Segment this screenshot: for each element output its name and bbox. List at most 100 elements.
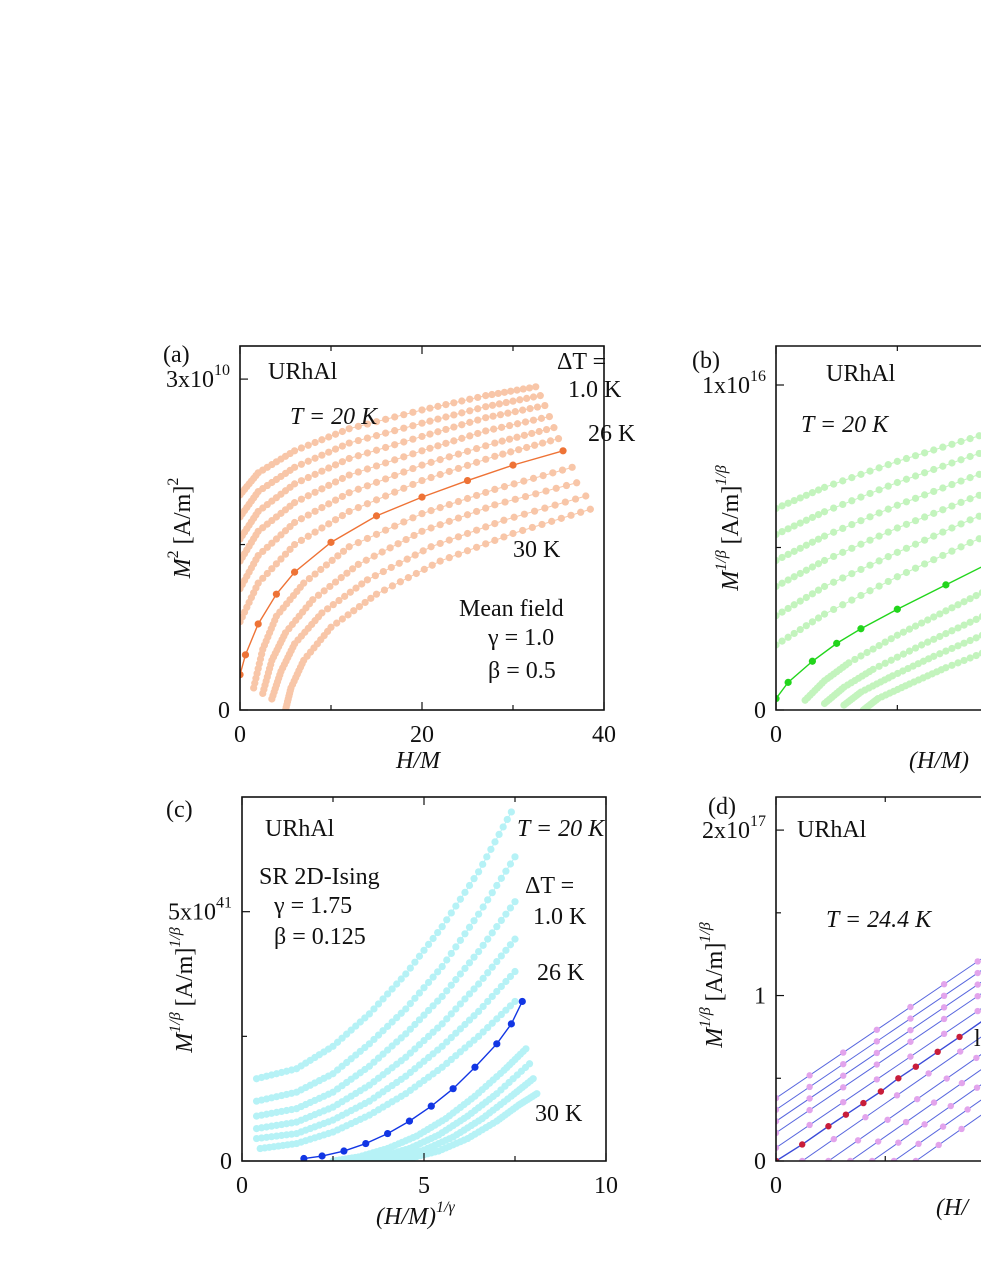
- panel-d-line-T30: [915, 1114, 981, 1161]
- panel-a-point-T22-35: [442, 425, 450, 434]
- panel-a-point-T21-31: [409, 422, 417, 430]
- panel-b-point-T25-9: [830, 605, 838, 614]
- panel-d-line-T29: [893, 1099, 981, 1161]
- panel-a-point-T27-31: [339, 547, 348, 555]
- panel-b-point-T24-5: [802, 593, 810, 602]
- panel-b-point-T22-8: [820, 532, 829, 540]
- panel-b-point-T27-26: [905, 625, 914, 633]
- panel-c-point-T20-27: [379, 995, 387, 1003]
- panel-c-point-T22-44: [456, 970, 464, 978]
- panel-a-ytick-label-1: 3x1010: [166, 362, 230, 393]
- panel-b-point-T26-5: [893, 605, 901, 613]
- panel-a-point-T20-48: [532, 383, 540, 391]
- panel-a-point-T20-47: [525, 384, 534, 392]
- panel-b-point-T21-18: [911, 472, 920, 480]
- panel-c-material: URhAl: [265, 816, 335, 842]
- panel-b-point-T28-18: [881, 659, 889, 667]
- panel-a-point-T24-23: [338, 492, 346, 501]
- panel-b-point-T24-12: [857, 565, 865, 574]
- panel-d-ytick-label-1: 1: [754, 984, 766, 1010]
- panel-d-point-T20-6: [974, 958, 981, 965]
- panel-d-point-T25-3: [893, 1092, 901, 1099]
- panel-d-point-T24.4-1: [799, 1141, 806, 1148]
- panel-c-point-T22-55: [506, 904, 515, 912]
- panel-c-point-T21-24: [365, 1040, 373, 1048]
- panel-a-point-T25-38: [473, 458, 481, 466]
- panel-a-point-T21-17: [297, 460, 306, 468]
- panel-b-point-T28-32: [966, 618, 974, 626]
- panel-a-point-T22-46: [526, 404, 534, 413]
- panel-b-point-T24-25: [975, 512, 981, 520]
- panel-b-point-T25-0: [776, 641, 780, 649]
- panel-a-point-T30-35: [396, 578, 404, 586]
- panel-a-point-T23-31: [409, 450, 417, 458]
- panel-a-point-T23-38: [466, 432, 474, 440]
- panel-b-point-T30-25: [948, 661, 956, 669]
- panel-c-xtick-label-0: 0: [236, 1173, 248, 1199]
- panel-a-point-T22-27: [372, 446, 381, 454]
- panel-a-point-T29-41: [436, 539, 444, 548]
- panel-b-point-T23-20: [930, 509, 938, 517]
- panel-a-point-T29-56: [582, 492, 590, 500]
- panel-a-point-T22-42: [496, 411, 505, 419]
- panel-c-point-T23-32: [402, 1053, 410, 1061]
- panel-c-point-T24-50: [484, 997, 492, 1006]
- panel-a-point-T21-36: [450, 411, 458, 419]
- panel-c-point-T23-45: [461, 995, 469, 1003]
- panel-b-point-T25-18: [911, 564, 920, 572]
- panel-b-point-T28-21: [899, 650, 908, 658]
- panel-a-point-T29-39: [419, 547, 427, 555]
- panel-c-point-T24-49: [479, 1002, 487, 1011]
- panel-c-point-T23-55: [506, 941, 515, 949]
- panel-c-point-T21-29: [388, 1018, 396, 1026]
- panel-c-point-T23-36: [420, 1036, 428, 1045]
- panel-d-line-T20: [776, 958, 981, 1099]
- panel-b-point-T20-3: [790, 496, 798, 505]
- panel-a-point-T25-42: [507, 448, 515, 456]
- panel-c-beta: β = 0.125: [274, 924, 366, 950]
- panel-c-line-T26: [303, 1001, 523, 1160]
- panel-a-point-T28-52: [532, 490, 540, 498]
- panel-b-point-T20-17: [902, 454, 911, 463]
- panel-a-point-T27-33: [354, 539, 362, 547]
- panel-a-point-T24-37: [463, 447, 472, 455]
- panel-c-point-T20-54: [499, 823, 507, 831]
- panel-c-point-T29-48: [529, 1075, 537, 1083]
- panel-b-point-T22-25: [975, 470, 981, 478]
- panel-c-point-T21-40: [438, 962, 446, 971]
- panel-c-point-T23-48: [475, 980, 483, 988]
- panel-a-point-T20-34: [434, 402, 442, 410]
- panel-a-point-T26-8: [463, 476, 472, 485]
- panel-a-point-T25-36: [454, 464, 462, 473]
- panel-d-point-T22-3: [873, 1049, 881, 1057]
- panel-b-point-T23-4: [796, 569, 804, 578]
- panel-c-point-T23-50: [484, 969, 492, 977]
- panel-c-point-T20-25: [370, 1005, 378, 1013]
- panel-b-point-T29-26: [942, 647, 950, 655]
- panel-d-point-T23-5: [940, 1015, 948, 1023]
- panel-a-point-T20-29: [391, 413, 399, 421]
- panel-a-point-T29-30: [352, 584, 360, 592]
- panel-a-delta-t-label: ΔT =: [557, 349, 606, 375]
- panel-a-point-T30-31: [367, 594, 375, 602]
- panel-d-point-T29-2: [939, 1123, 947, 1130]
- panel-a-point-T25-20: [318, 524, 326, 532]
- panel-a-point-T24-31: [409, 464, 417, 473]
- panel-d-point-T21-4: [907, 1015, 914, 1022]
- panel-a-point-T21-39: [474, 405, 482, 413]
- panel-d-point-T20-3: [873, 1026, 881, 1033]
- panel-b-point-T20-5: [802, 491, 810, 499]
- panel-d-point-T20-4: [907, 1003, 914, 1011]
- panel-a-point-T21-32: [418, 419, 426, 427]
- panel-a-point-T20-39: [474, 393, 482, 402]
- panel-a-point-T27-42: [436, 503, 444, 512]
- panel-a-point-T24-41: [498, 437, 506, 445]
- panel-a: 0 20 40 0 3x1010 (a) URhAl T = 20 K ΔT = 1.0…: [163, 342, 636, 774]
- panel-a-point-T25-33: [427, 473, 435, 482]
- panel-a-point-T30-53: [557, 514, 565, 522]
- panel-a-point-T24-26: [363, 482, 371, 490]
- panel-b-point-T23-11: [848, 544, 856, 552]
- panel-a-point-T26-4: [291, 568, 299, 576]
- panel-c-point-T24-47: [470, 1012, 478, 1020]
- panel-d-point-T27-2: [902, 1118, 910, 1126]
